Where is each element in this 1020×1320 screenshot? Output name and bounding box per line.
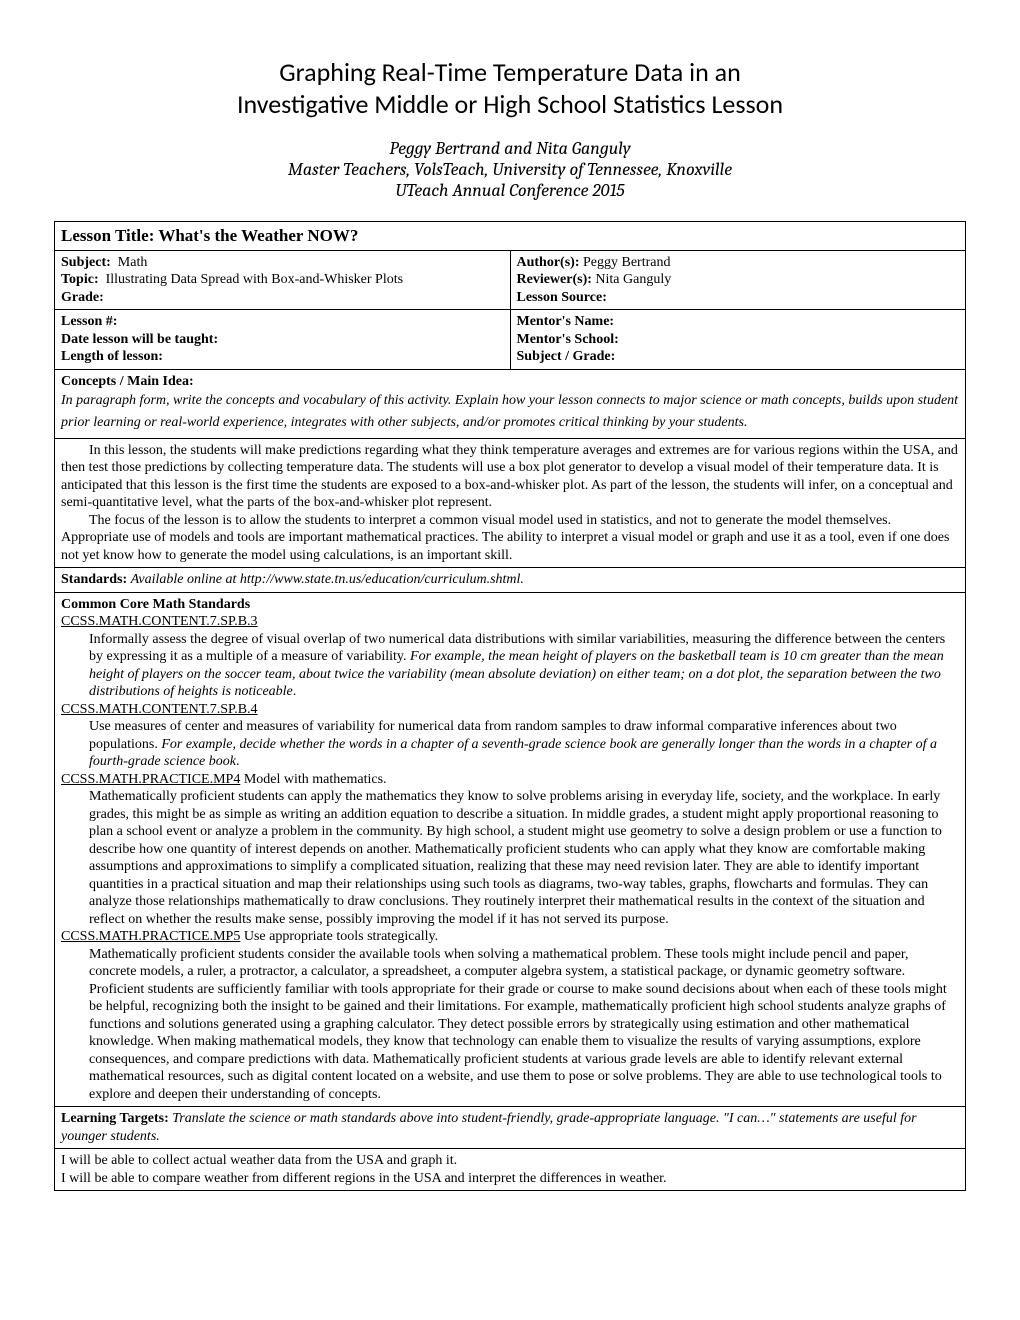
standard-desc-plain-2: Mathematically proficient students can a… xyxy=(89,789,942,927)
standard-item-3: CCSS.MATH.PRACTICE.MP5 Use appropriate t… xyxy=(61,928,959,1103)
standards-body: Common Core Math Standards CCSS.MATH.CON… xyxy=(55,592,966,1107)
standard-code-after-2: Model with mathematics. xyxy=(240,772,386,787)
concepts-body: In this lesson, the students will make p… xyxy=(55,438,966,568)
concepts-para-1: In this lesson, the students will make p… xyxy=(61,442,959,512)
mentor-name-label: Mentor's Name: xyxy=(517,314,615,329)
lesson-title-value: What's the Weather NOW? xyxy=(158,226,358,245)
reviewers-value: Nita Ganguly xyxy=(595,272,671,287)
concepts-para-2: The focus of the lesson is to allow the … xyxy=(61,512,959,565)
mentor-school-label: Mentor's School: xyxy=(517,332,619,347)
doc-authors: Peggy Bertrand and Nita Ganguly xyxy=(54,138,966,159)
concepts-row: Concepts / Main Idea: In paragraph form,… xyxy=(55,369,966,438)
standard-desc-tail-1: . xyxy=(236,754,240,769)
standard-code-1[interactable]: CCSS.MATH.CONTENT.7.SP.B.4 xyxy=(61,702,258,717)
lesson-table: Lesson Title: What's the Weather NOW? Su… xyxy=(54,221,966,1191)
doc-affiliation: Master Teachers, VolsTeach, University o… xyxy=(54,159,966,180)
standards-label: Standards: xyxy=(61,572,127,587)
source-label: Lesson Source: xyxy=(517,290,607,305)
authors-value: Peggy Bertrand xyxy=(583,255,670,270)
doc-conference: UTeach Annual Conference 2015 xyxy=(54,180,966,201)
reviewers-label: Reviewer(s): xyxy=(517,272,592,287)
meta-right-1: Author(s): Peggy Bertrand Reviewer(s): N… xyxy=(510,250,966,310)
title-block: Graphing Real-Time Temperature Data in a… xyxy=(54,56,966,201)
standard-desc-plain-3: Mathematically proficient students consi… xyxy=(89,947,947,1102)
standard-item-0: CCSS.MATH.CONTENT.7.SP.B.3 Informally as… xyxy=(61,613,959,701)
standard-code-2[interactable]: CCSS.MATH.PRACTICE.MP4 xyxy=(61,772,240,787)
standard-code-0[interactable]: CCSS.MATH.CONTENT.7.SP.B.3 xyxy=(61,614,258,629)
concepts-prompt: In paragraph form, write the concepts an… xyxy=(61,390,959,435)
cc-heading: Common Core Math Standards xyxy=(61,596,959,614)
standard-code-3[interactable]: CCSS.MATH.PRACTICE.MP5 xyxy=(61,929,240,944)
concepts-heading: Concepts / Main Idea: xyxy=(61,373,959,391)
standards-heading-row: Standards: Available online at http://ww… xyxy=(55,568,966,593)
standards-note: Available online at http://www.state.tn.… xyxy=(131,572,524,587)
lesson-title-row: Lesson Title: What's the Weather NOW? xyxy=(55,222,966,251)
grade-label: Grade: xyxy=(61,290,104,305)
targets-label: Learning Targets: xyxy=(61,1111,169,1126)
targets-body: I will be able to collect actual weather… xyxy=(55,1149,966,1191)
subject-grade-label: Subject / Grade: xyxy=(517,349,616,364)
lesson-title-label: Lesson Title: xyxy=(61,226,154,245)
authors-label: Author(s): xyxy=(517,255,580,270)
standard-desc-tail-0: . xyxy=(293,684,297,699)
lesson-no-label: Lesson #: xyxy=(61,314,117,329)
standard-item-1: CCSS.MATH.CONTENT.7.SP.B.4 Use measures … xyxy=(61,701,959,771)
targets-heading-row: Learning Targets: Translate the science … xyxy=(55,1107,966,1149)
meta-left-1: Subject: Math Topic: Illustrating Data S… xyxy=(55,250,511,310)
standard-desc-italic-1: For example, decide whether the words in… xyxy=(89,737,937,770)
subject-label: Subject: xyxy=(61,255,111,270)
topic-value: Illustrating Data Spread with Box-and-Wh… xyxy=(106,272,403,287)
meta-left-2: Lesson #: Date lesson will be taught: Le… xyxy=(55,310,511,370)
topic-label: Topic: xyxy=(61,272,99,287)
standard-code-after-3: Use appropriate tools strategically. xyxy=(240,929,438,944)
length-label: Length of lesson: xyxy=(61,349,163,364)
target-item-0: I will be able to collect actual weather… xyxy=(61,1152,959,1170)
standard-item-2: CCSS.MATH.PRACTICE.MP4 Model with mathem… xyxy=(61,771,959,929)
date-label: Date lesson will be taught: xyxy=(61,332,218,347)
targets-note: Translate the science or math standards … xyxy=(61,1111,917,1144)
doc-title-line-2: Investigative Middle or High School Stat… xyxy=(54,88,966,120)
doc-title-line-1: Graphing Real-Time Temperature Data in a… xyxy=(54,56,966,88)
subject-value: Math xyxy=(118,255,148,270)
target-item-1: I will be able to compare weather from d… xyxy=(61,1170,959,1188)
meta-right-2: Mentor's Name: Mentor's School: Subject … xyxy=(510,310,966,370)
